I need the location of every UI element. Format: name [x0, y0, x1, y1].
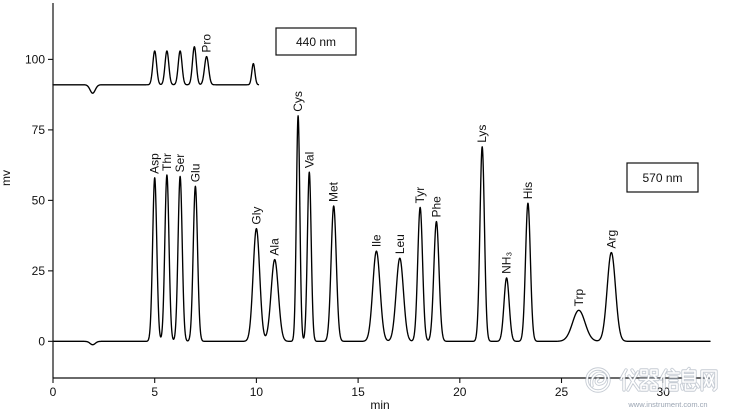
y-tick-label: 25 — [32, 264, 46, 278]
peak-label: Leu — [393, 234, 407, 254]
peak-label: Val — [302, 152, 316, 168]
peak-label: Trp — [572, 288, 586, 306]
x-tick-label: 0 — [50, 385, 57, 399]
wavelength-box-440: 440 nm — [275, 27, 357, 56]
peak-label: Thr — [160, 153, 174, 171]
peak-label: Glu — [188, 164, 202, 183]
x-tick-label: 30 — [657, 385, 671, 399]
peak-label: Ala — [268, 238, 282, 256]
y-tick-label: 75 — [32, 123, 46, 137]
y-tick-label: 50 — [32, 193, 46, 207]
peak-label: NH₃ — [500, 252, 514, 274]
traces — [52, 46, 711, 346]
peak-label: Tyr — [413, 187, 427, 204]
y-tick-label: 100 — [25, 52, 45, 66]
peak-label: Ser — [173, 154, 187, 173]
series-label-570nm: 570 nm — [642, 171, 682, 185]
x-tick-label: 15 — [351, 385, 365, 399]
y-tick-label: 0 — [38, 334, 45, 348]
peak-label: Phe — [429, 196, 443, 218]
x-tick-label: 5 — [151, 385, 158, 399]
wavelength-box-570-frame — [626, 162, 699, 193]
watermark: www.instrument.com.cn — [585, 366, 718, 409]
y-axis-label: mv — [0, 170, 13, 186]
peak-label: Met — [327, 181, 341, 202]
wavelength-box-570: 570 nm — [626, 162, 699, 193]
watermark-url: www.instrument.com.cn — [627, 400, 707, 409]
peak-label: Asp — [148, 153, 162, 174]
peak-label: Pro — [200, 34, 214, 53]
trace-440nm — [52, 46, 260, 94]
x-tick-label: 20 — [453, 385, 467, 399]
x-axis-label: min — [370, 398, 389, 412]
x-tick-label: 25 — [555, 385, 569, 399]
y-axis-ticks: 0 25 50 75 100 — [25, 52, 53, 348]
trace-570nm — [52, 115, 711, 346]
peak-label: Lys — [475, 125, 489, 143]
peak-label: Cys — [291, 91, 305, 112]
peak-label: Arg — [604, 230, 618, 249]
watermark-logo-icon — [585, 367, 611, 393]
peak-label: Gly — [249, 207, 263, 225]
peak-label: Ile — [369, 234, 383, 247]
wavelength-box-440-frame — [275, 27, 357, 56]
peak-label: His — [521, 182, 535, 199]
watermark-lettering-icon — [619, 366, 718, 392]
x-tick-label: 10 — [250, 385, 264, 399]
series-label-440nm: 440 nm — [296, 35, 336, 49]
x-axis-ticks: 0 5 10 15 20 25 30 — [50, 378, 671, 399]
